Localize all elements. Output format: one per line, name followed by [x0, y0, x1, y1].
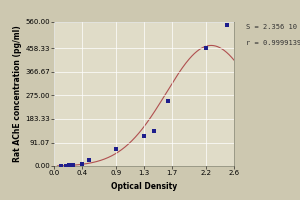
Point	[67, 164, 72, 167]
Point	[86, 158, 91, 161]
Point	[79, 162, 84, 165]
Point	[58, 164, 63, 168]
Point	[204, 47, 209, 50]
Point	[166, 99, 171, 103]
Point	[142, 135, 146, 138]
Point	[71, 163, 76, 167]
Point	[225, 23, 230, 26]
Text: S = 2.356 10 101: S = 2.356 10 101	[246, 24, 300, 30]
Text: r = 0.99991390: r = 0.99991390	[246, 40, 300, 46]
Y-axis label: Rat AChE concentration (pg/ml): Rat AChE concentration (pg/ml)	[13, 26, 22, 162]
Point	[152, 129, 157, 132]
X-axis label: Optical Density: Optical Density	[111, 182, 177, 191]
Point	[64, 164, 69, 167]
Point	[114, 147, 119, 150]
